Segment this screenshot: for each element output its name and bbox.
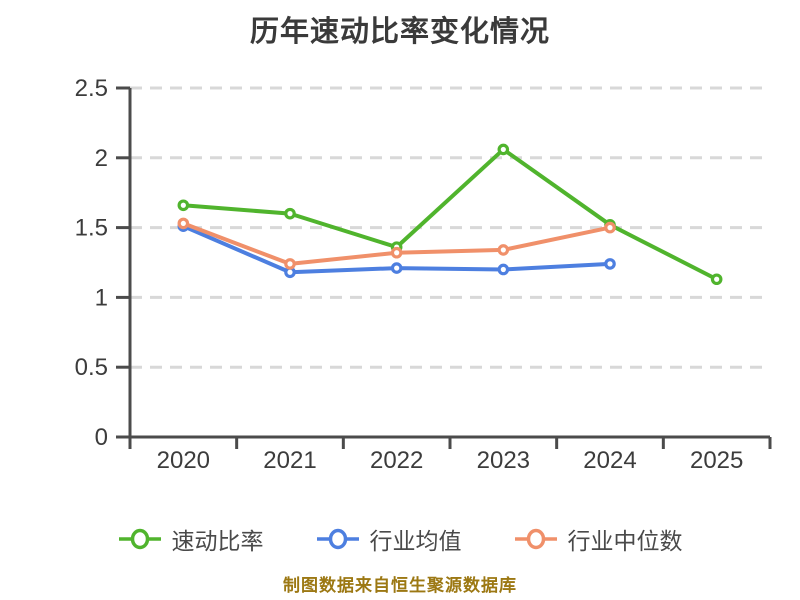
- y-tick-label: 1: [95, 284, 108, 311]
- data-point-marker: [390, 246, 403, 259]
- line-chart-plot: 0 0.5 1 1.5 2 2.5 2020 2021 2022 2023 2024 2025: [75, 75, 772, 474]
- legend-item-industry-average: 行业均值: [316, 522, 462, 556]
- x-tick-label: 2022: [370, 447, 423, 474]
- x-tick-label: 2025: [690, 447, 743, 474]
- x-tick-label: 2023: [477, 447, 530, 474]
- x-tick-label: 2024: [583, 447, 636, 474]
- data-point-marker: [497, 244, 510, 256]
- chart-legend: 速动比率 行业均值 行业中位数: [0, 518, 800, 560]
- data-point-marker: [177, 217, 190, 230]
- data-point-marker: [604, 221, 616, 234]
- x-tick-label: 2021: [263, 447, 316, 474]
- data-point-marker: [390, 262, 403, 274]
- legend-marker-icon-quick-ratio: [118, 528, 161, 550]
- x-tick-label: 2020: [157, 447, 210, 474]
- data-point-marker: [284, 207, 296, 220]
- legend-label-industry-median: 行业中位数: [567, 528, 683, 554]
- y-tick-label: 0.5: [75, 354, 108, 381]
- chart-title: 历年速动比率变化情况: [249, 16, 550, 48]
- legend-label-quick-ratio: 速动比率: [171, 528, 264, 554]
- series-line-0: [181, 147, 719, 282]
- y-tick-label: 2.5: [75, 75, 108, 102]
- legend-item-quick-ratio: 速动比率: [118, 522, 264, 556]
- legend-marker-icon-industry-median: [514, 528, 557, 550]
- data-point-marker: [284, 258, 296, 270]
- data-source-note: 制图数据来自恒生聚源数据库: [283, 576, 517, 595]
- legend-label-industry-average: 行业均值: [369, 528, 462, 554]
- data-point-marker: [497, 263, 510, 276]
- y-tick-label: 1.5: [75, 215, 108, 242]
- y-tick-label: 2: [95, 145, 108, 172]
- legend-marker-icon-industry-average: [316, 528, 359, 550]
- data-point-marker: [710, 273, 723, 286]
- data-point-marker: [177, 199, 190, 212]
- data-point-marker: [604, 258, 616, 270]
- data-point-marker: [497, 143, 510, 156]
- legend-item-industry-median: 行业中位数: [514, 522, 683, 556]
- y-tick-label: 0: [95, 424, 108, 451]
